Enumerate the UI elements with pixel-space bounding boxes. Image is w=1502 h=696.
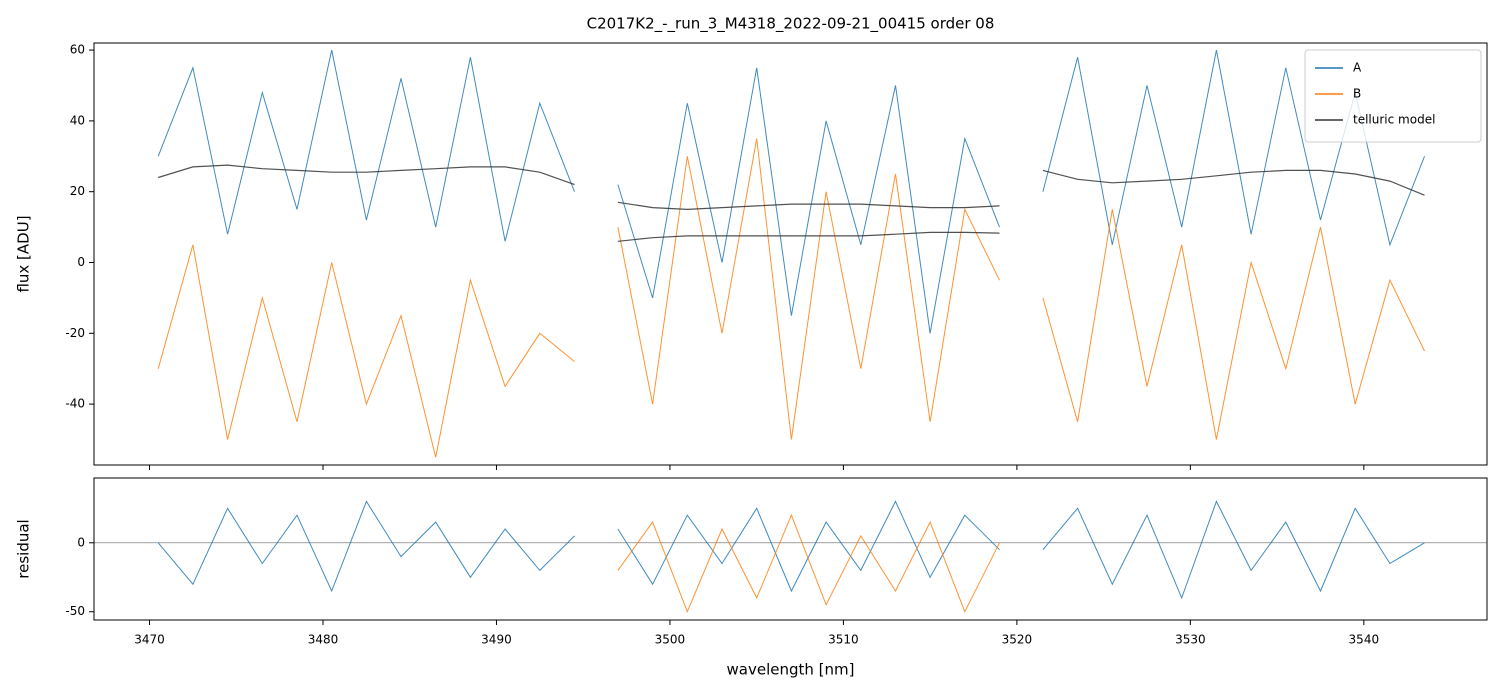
chart-title: C2017K2_-_run_3_M4318_2022-09-21_00415 o… (587, 15, 995, 34)
legend-label: B (1353, 87, 1361, 101)
x-tick-label: 3510 (828, 633, 859, 647)
x-tick-label: 3500 (655, 633, 686, 647)
y-tick-label: 0 (77, 255, 85, 269)
axes-frame (93, 477, 1488, 621)
series-line (157, 49, 1425, 334)
x-tick-label: 3480 (308, 633, 339, 647)
x-axis-label: wavelength [nm] (727, 661, 855, 679)
y-tick-label: 20 (70, 184, 85, 198)
series-line (617, 231, 1000, 242)
x-tick-label: 3530 (1175, 633, 1206, 647)
y-axis-label: residual (15, 519, 33, 578)
y-tick-label: -20 (65, 326, 85, 340)
y-tick-label: 0 (77, 535, 85, 549)
x-tick-label: 3490 (481, 633, 512, 647)
axes-frame (93, 42, 1488, 466)
y-tick-label: -40 (65, 397, 85, 411)
series-line (158, 164, 1425, 211)
y-tick-label: 60 (70, 43, 85, 57)
x-tick-label: 3520 (1002, 633, 1033, 647)
plot-area (157, 49, 1425, 458)
y-tick-label: 40 (70, 113, 85, 127)
x-tick-label: 3540 (1349, 633, 1380, 647)
plot-area (94, 500, 1487, 614)
legend-box (1304, 49, 1482, 143)
legend-label: A (1353, 61, 1362, 75)
y-axis-label: flux [ADU] (15, 215, 33, 292)
x-tick-label: 3470 (134, 633, 165, 647)
series-line (157, 500, 1425, 600)
series-line (617, 513, 1000, 614)
legend-label: telluric model (1353, 113, 1435, 127)
y-tick-label: -50 (65, 604, 85, 618)
series-line (157, 138, 1425, 458)
